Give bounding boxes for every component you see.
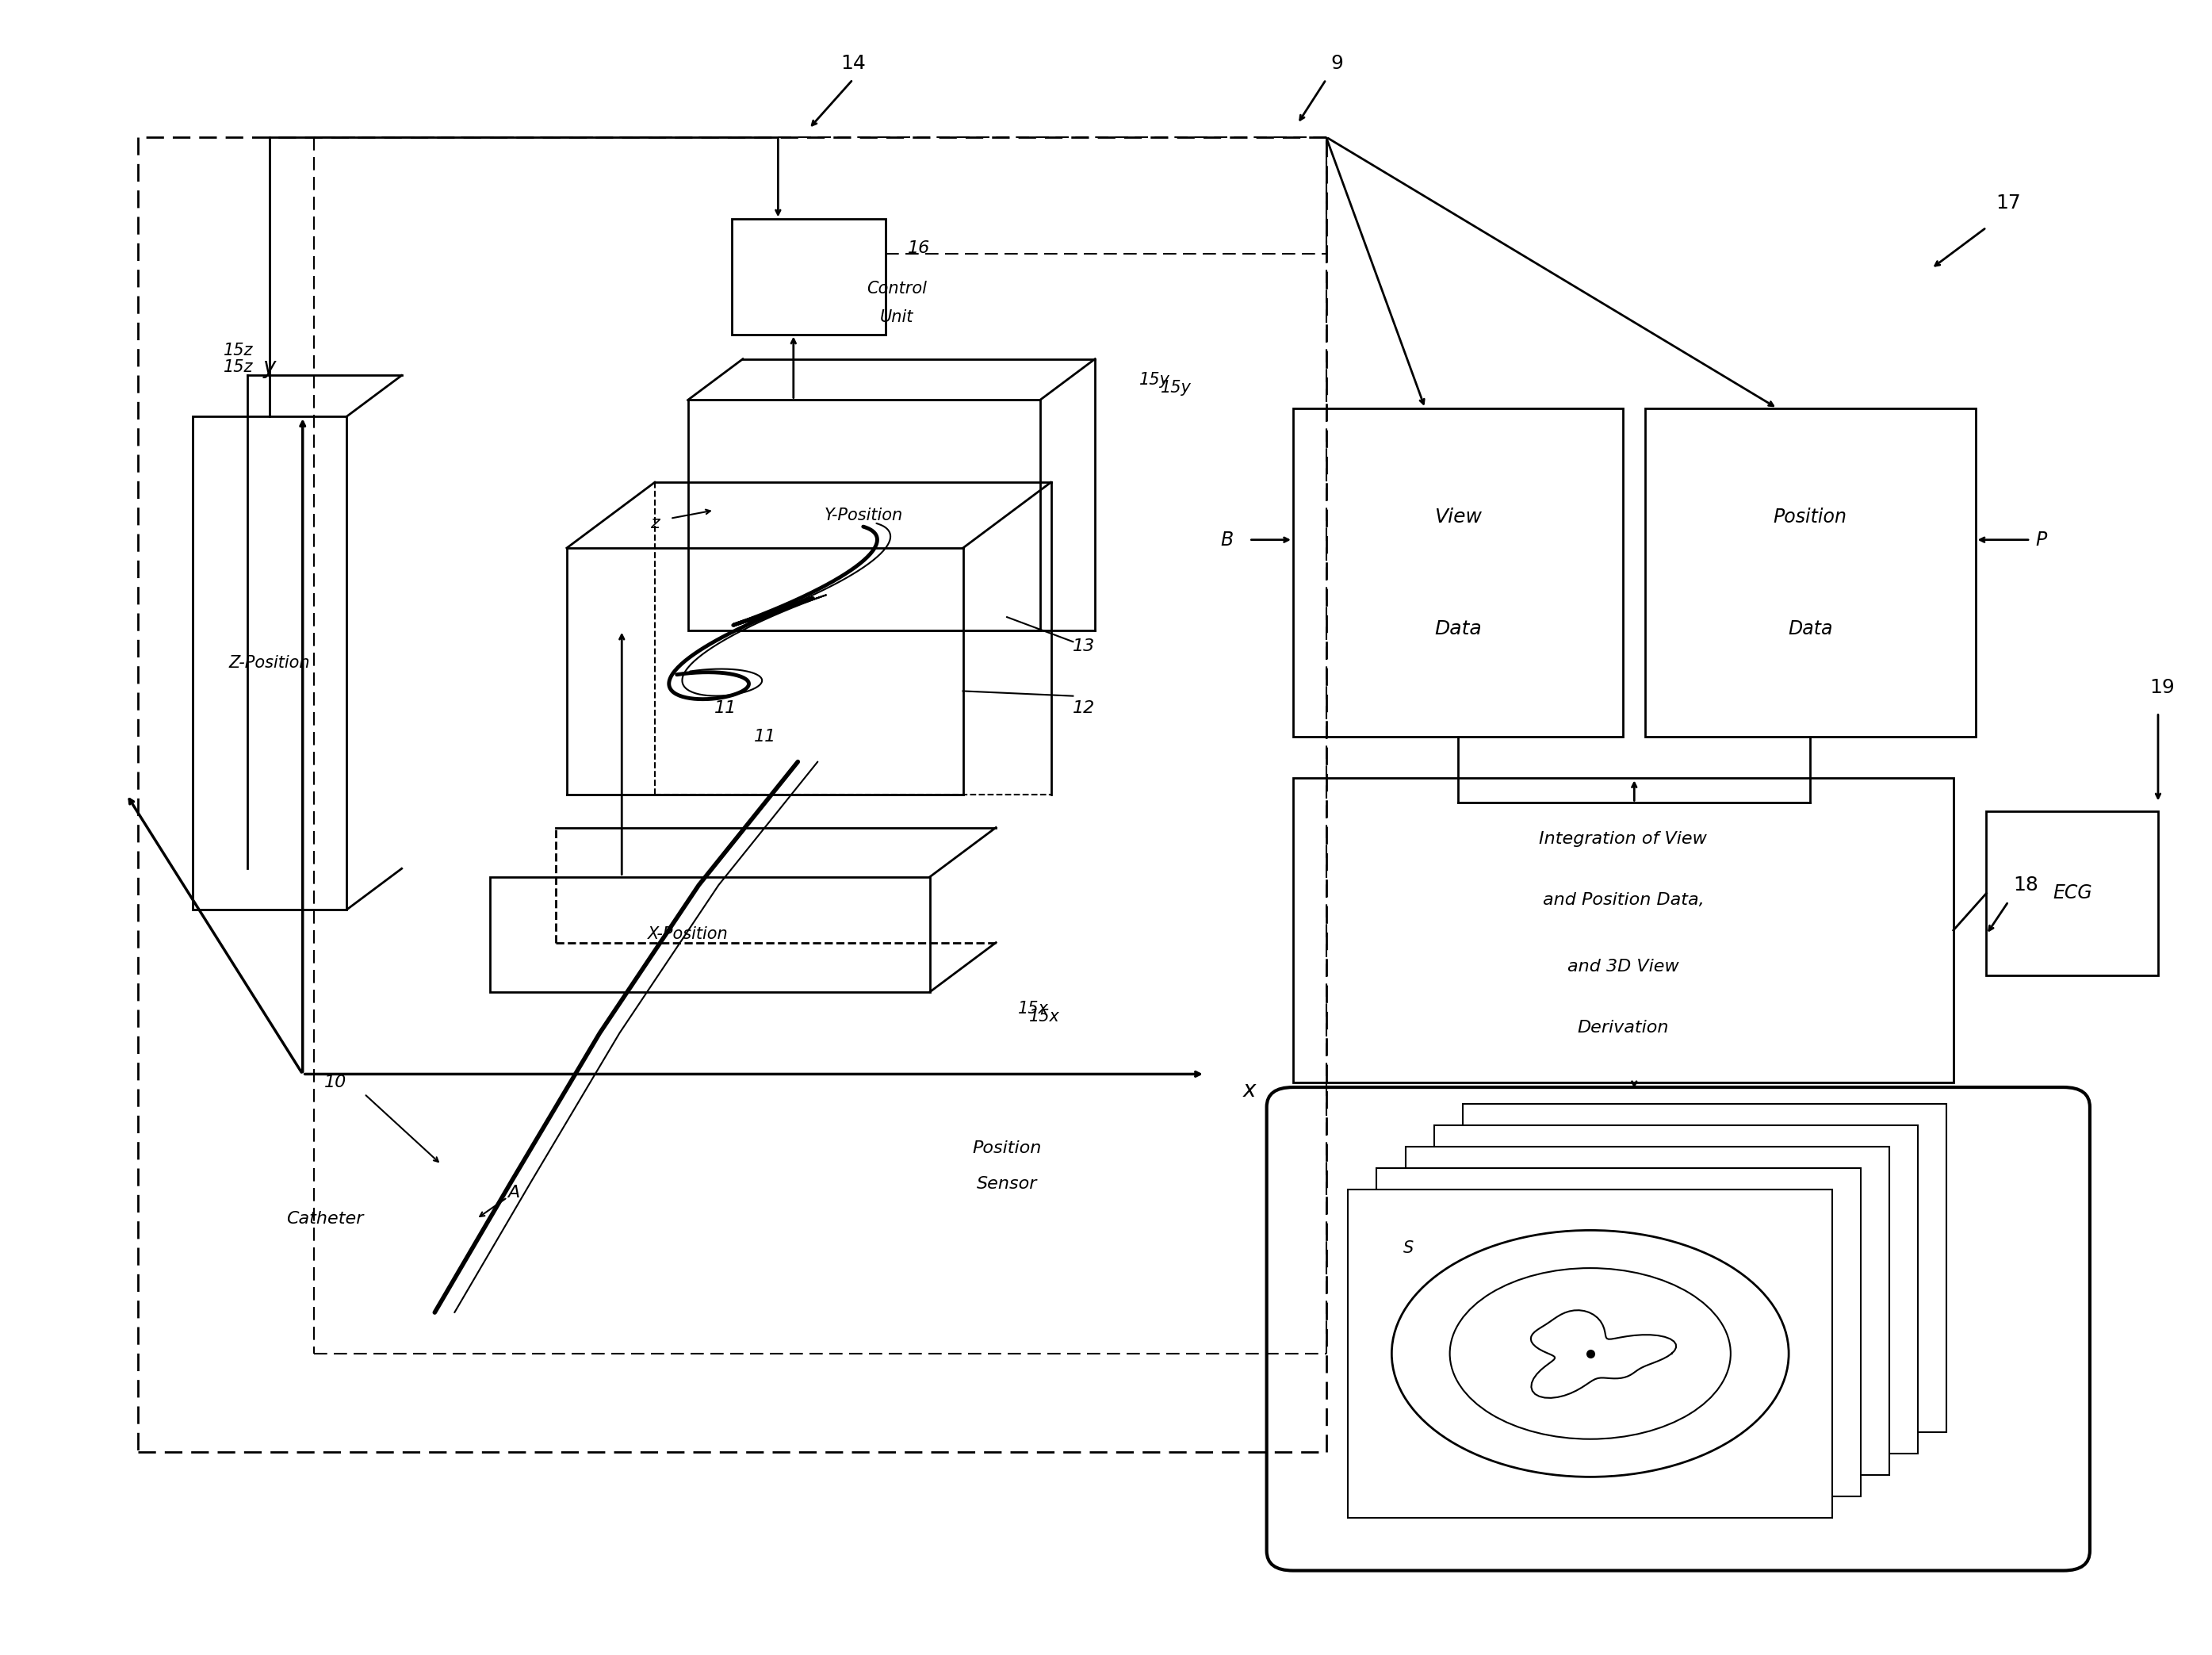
Text: 17: 17 — [1995, 194, 2022, 212]
Text: 11: 11 — [754, 730, 776, 745]
Text: 15z: 15z — [223, 359, 254, 376]
Text: Data: Data — [1787, 619, 1834, 639]
Text: Sensor: Sensor — [978, 1177, 1037, 1192]
Text: Z-Position: Z-Position — [230, 655, 310, 670]
Bar — [1294, 778, 1953, 1082]
Text: and 3D View: and 3D View — [1568, 958, 1679, 975]
Text: Integration of View: Integration of View — [1540, 831, 1708, 847]
Bar — [1376, 1168, 1860, 1496]
Text: Data: Data — [1433, 619, 1482, 639]
Text: 19: 19 — [2150, 679, 2174, 697]
Text: 18: 18 — [2013, 875, 2039, 895]
Text: Control: Control — [867, 280, 927, 296]
Text: X-Position: X-Position — [648, 927, 728, 942]
Bar — [192, 417, 347, 910]
Text: 14: 14 — [841, 53, 865, 73]
Bar — [1347, 1190, 1832, 1518]
Text: y: y — [263, 356, 276, 379]
Text: Unit: Unit — [880, 309, 914, 324]
Text: 15x: 15x — [1029, 1008, 1060, 1024]
Bar — [1405, 1147, 1889, 1475]
Text: View: View — [1433, 508, 1482, 526]
Text: 15y: 15y — [1161, 379, 1192, 396]
Text: 11: 11 — [714, 700, 737, 717]
Text: B: B — [1221, 530, 1234, 549]
Bar — [732, 218, 885, 334]
Text: Derivation: Derivation — [1577, 1019, 1670, 1036]
Bar — [489, 877, 929, 991]
Text: A: A — [507, 1185, 520, 1200]
Text: 15x: 15x — [1018, 1000, 1048, 1016]
Text: ECG: ECG — [2053, 884, 2093, 902]
Text: z: z — [650, 515, 659, 531]
Text: 12: 12 — [1073, 700, 1095, 717]
Text: 15y: 15y — [1139, 372, 1170, 387]
Bar — [1462, 1104, 1947, 1433]
Text: Y-Position: Y-Position — [825, 506, 902, 523]
Text: P: P — [2035, 530, 2046, 549]
Bar — [1646, 409, 1975, 736]
Text: x: x — [1243, 1079, 1256, 1102]
Text: Catheter: Catheter — [285, 1211, 363, 1226]
Bar — [1986, 811, 2159, 975]
FancyBboxPatch shape — [1267, 1087, 2090, 1571]
Text: 13: 13 — [1073, 639, 1095, 655]
Text: 16: 16 — [907, 240, 931, 257]
Text: S: S — [1402, 1241, 1413, 1256]
Text: 9: 9 — [1332, 53, 1343, 73]
Bar — [1294, 409, 1624, 736]
Text: 15z: 15z — [223, 343, 254, 359]
Text: 10: 10 — [325, 1074, 347, 1091]
Text: Position: Position — [1774, 508, 1847, 526]
Bar — [1433, 1125, 1918, 1453]
Bar — [688, 401, 1040, 631]
Text: and Position Data,: and Position Data, — [1542, 892, 1703, 907]
Text: Position: Position — [973, 1140, 1042, 1155]
